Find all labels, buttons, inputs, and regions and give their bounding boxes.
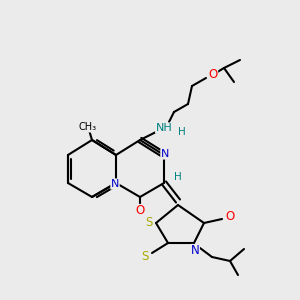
- Text: N: N: [111, 179, 119, 189]
- Text: CH₃: CH₃: [79, 122, 97, 132]
- Text: H: H: [174, 172, 182, 182]
- Text: O: O: [225, 211, 235, 224]
- Text: O: O: [135, 205, 145, 218]
- Text: S: S: [145, 217, 153, 230]
- Text: N: N: [190, 244, 200, 257]
- Text: H: H: [178, 127, 186, 137]
- Text: S: S: [141, 250, 149, 263]
- Text: NH: NH: [156, 123, 172, 133]
- Text: N: N: [161, 149, 169, 159]
- Text: O: O: [208, 68, 217, 82]
